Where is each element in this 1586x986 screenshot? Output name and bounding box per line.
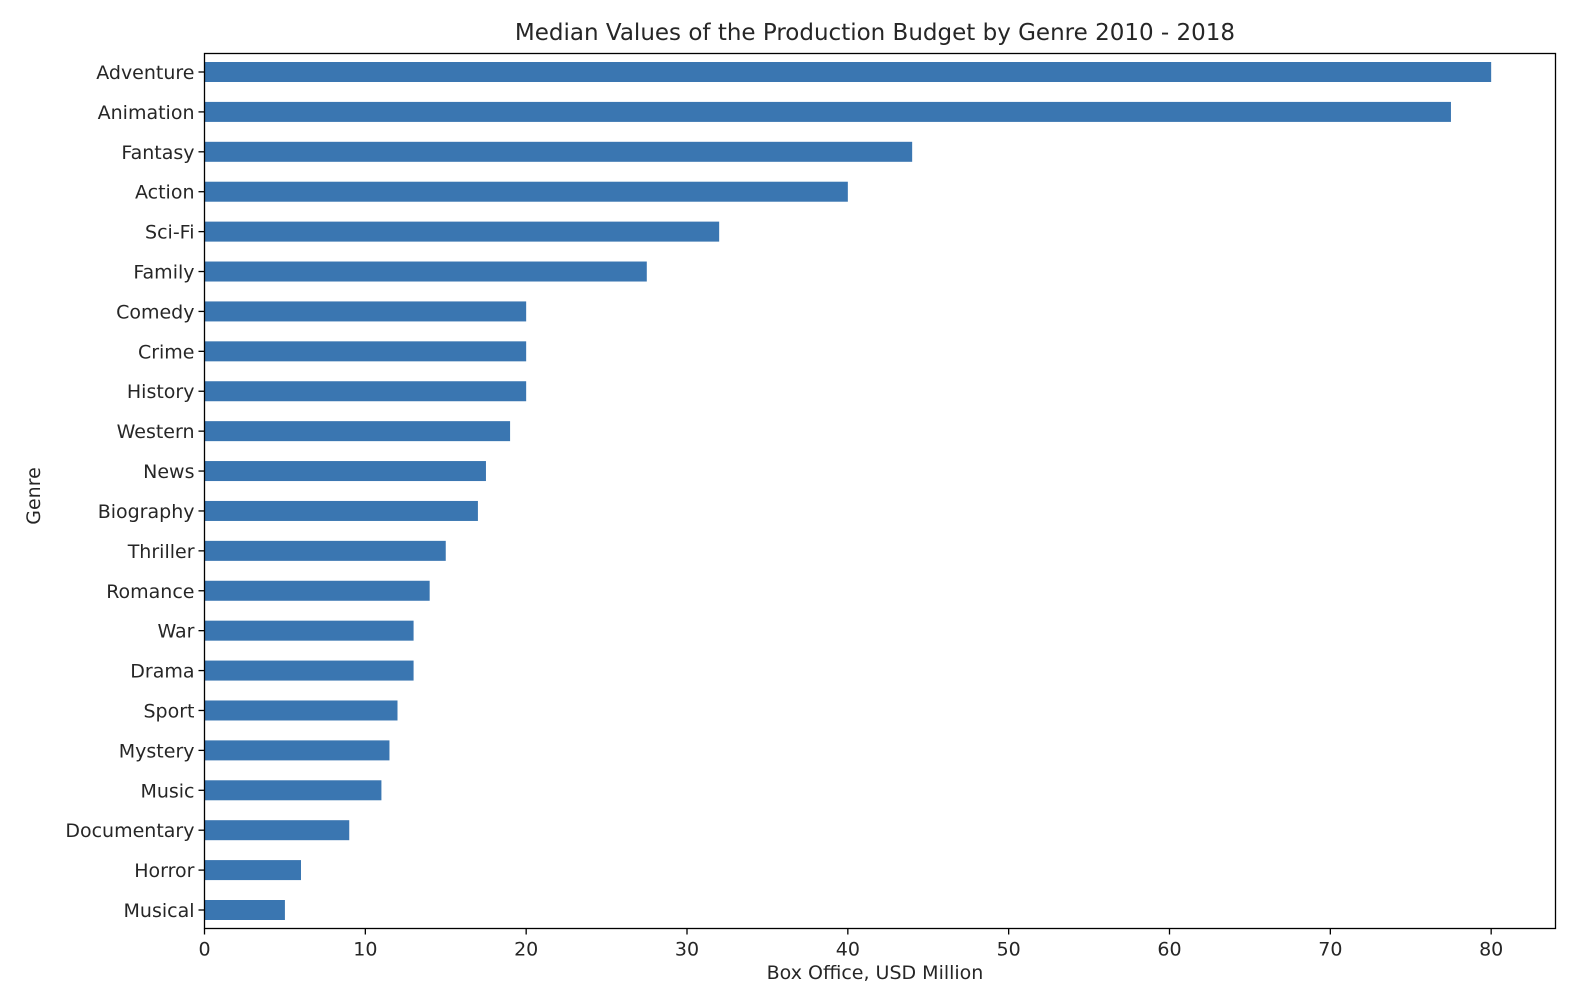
x-tick-label-40: 40 (836, 939, 860, 961)
bar-fantasy (204, 141, 913, 162)
y-tick-label-history: History (127, 381, 195, 403)
plot-frame (203, 52, 1557, 930)
bar-animation (204, 101, 1451, 122)
ticks-layer: Adventure Animation Fantasy Action Sci-Fi Fam… (65, 62, 1503, 961)
y-tick-label-war: War (157, 621, 194, 643)
bar-horror (204, 860, 301, 881)
bar-comedy (204, 301, 527, 322)
y-tick-label-family: Family (133, 262, 194, 284)
bar-war (204, 620, 414, 641)
bar-action (204, 181, 848, 202)
x-tick-label-0: 0 (198, 939, 210, 961)
y-tick-label-action: Action (135, 182, 195, 204)
y-tick-label-thriller: Thriller (127, 541, 195, 563)
y-tick-label-documentary: Documentary (65, 820, 194, 842)
bar-drama (204, 660, 414, 681)
chart-title: Median Values of the Production Budget b… (515, 20, 1235, 46)
y-tick-label-comedy: Comedy (116, 301, 194, 323)
x-tick-label-80: 80 (1479, 939, 1503, 961)
y-tick-label-drama: Drama (130, 661, 194, 683)
x-tick-label-50: 50 (997, 939, 1021, 961)
y-tick-label-mystery: Mystery (119, 740, 195, 762)
y-tick-label-animation: Animation (98, 102, 195, 124)
x-tick-label-10: 10 (353, 939, 377, 961)
bar-music (204, 780, 382, 801)
x-tick-label-60: 60 (1157, 939, 1181, 961)
bar-adventure (204, 62, 1492, 82)
y-tick-label-western: Western (117, 421, 195, 443)
x-tick-label-70: 70 (1318, 939, 1342, 961)
bar-documentary (204, 820, 350, 841)
bars-layer (204, 62, 1492, 920)
x-axis-label: Box Office, USD Million (767, 962, 984, 984)
y-tick-label-sport: Sport (143, 700, 194, 722)
bar-news (204, 461, 486, 482)
y-axis-label: Genre (23, 467, 45, 525)
y-tick-label-romance: Romance (106, 581, 194, 603)
y-tick-label-biography: Biography (98, 501, 195, 523)
bar-mystery (204, 740, 390, 761)
bar-sci-fi (204, 221, 720, 242)
y-tick-label-sci-fi: Sci-Fi (145, 222, 194, 244)
x-tick-label-20: 20 (514, 939, 538, 961)
y-tick-label-news: News (143, 461, 194, 483)
y-tick-label-crime: Crime (138, 341, 195, 363)
bar-romance (204, 580, 430, 601)
bar-family (204, 261, 647, 282)
y-tick-label-music: Music (140, 780, 194, 802)
bar-western (204, 421, 511, 442)
bar-history (204, 381, 527, 402)
x-tick-label-30: 30 (675, 939, 699, 961)
y-tick-label-adventure: Adventure (96, 62, 194, 84)
bar-crime (204, 341, 527, 362)
bar-biography (204, 500, 478, 521)
y-tick-label-fantasy: Fantasy (121, 142, 194, 164)
bar-musical (204, 900, 285, 920)
bar-thriller (204, 540, 446, 561)
y-tick-label-musical: Musical (124, 900, 195, 922)
y-tick-label-horror: Horror (134, 860, 194, 882)
bar-sport (204, 700, 398, 721)
